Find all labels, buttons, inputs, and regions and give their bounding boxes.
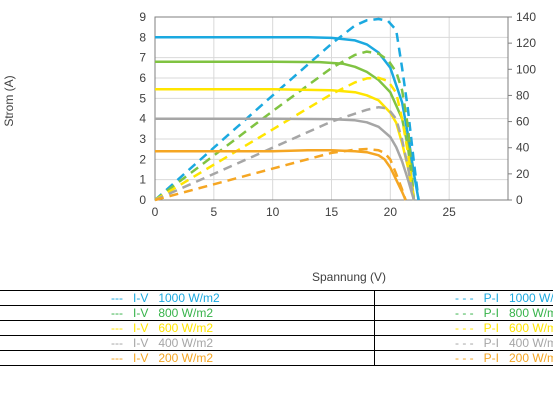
legend-row: --- I-V 800 W/m2 - - - P-I 800 W/m2 — [0, 306, 553, 321]
series-i-v-600 — [155, 87, 416, 201]
legend-entry-iv: --- I-V 800 W/m2 — [111, 306, 214, 320]
series-layer — [154, 17, 420, 202]
y2-tick-label-5: 100 — [516, 62, 536, 76]
series-i-v-800 — [155, 60, 416, 201]
x-tick-labels: 0 5 10 15 20 25 — [152, 205, 457, 219]
y2-tick-label-7: 140 — [516, 10, 536, 24]
y-tick-label-6: 6 — [139, 71, 146, 85]
legend-entry-iv: --- I-V 400 W/m2 — [111, 336, 214, 350]
legend-row: --- I-V 1000 W/m2 - - - P-I 1000 W/m2 — [0, 291, 553, 306]
legend-entry-iv: --- I-V 600 W/m2 — [111, 321, 214, 335]
x-tick-label-2: 10 — [266, 205, 280, 219]
y-axis-title: Strom (A) — [2, 75, 16, 126]
y-tick-label-8: 8 — [139, 30, 146, 44]
legend-entry-pi: - - - P-I 1000 W/m2 — [455, 291, 553, 305]
legend-row-border-2 — [0, 320, 553, 321]
x-tick-label-5: 25 — [442, 205, 456, 219]
x-tick-label-1: 5 — [210, 205, 217, 219]
series-i-v-200 — [155, 148, 407, 201]
y2-tick-label-6: 120 — [516, 36, 536, 50]
legend-row-border-3 — [0, 335, 553, 336]
legend-entry-pi: - - - P-I 400 W/m2 — [455, 336, 553, 350]
legend-row-border-1 — [0, 305, 553, 306]
y2-tick-label-2: 40 — [516, 141, 530, 155]
y2-tick-label-3: 60 — [516, 115, 530, 129]
y-tick-label-9: 9 — [139, 10, 146, 24]
legend-entry-pi: - - - P-I 800 W/m2 — [455, 306, 553, 320]
y-tick-label-4: 4 — [139, 112, 146, 126]
series-p-i-400 — [154, 105, 416, 202]
series-i-v-400 — [155, 117, 416, 201]
legend-table: --- I-V 1000 W/m2- - - P-I 1000 W/m2--- … — [0, 290, 553, 400]
legend-row: --- I-V 600 W/m2 - - - P-I 600 W/m2 — [0, 321, 553, 336]
y-tick-label-5: 5 — [139, 91, 146, 105]
y-tick-label-3: 3 — [139, 132, 146, 146]
y-tick-label-7: 7 — [139, 51, 146, 65]
y-tick-label-1: 1 — [139, 173, 146, 187]
x-tick-label-3: 15 — [325, 205, 339, 219]
y-tick-labels: 0 1 2 3 4 5 6 7 8 9 — [139, 10, 146, 207]
legend-row-border-5 — [0, 365, 553, 366]
legend-row: --- I-V 200 W/m2 - - - P-I 200 W/m2 — [0, 351, 553, 366]
y2-tick-label-0: 0 — [516, 193, 523, 207]
legend-entry-pi: - - - P-I 200 W/m2 — [455, 351, 553, 365]
x-tick-label-0: 0 — [152, 205, 159, 219]
y2-tick-labels: 0 20 40 60 80 100 120 140 — [508, 10, 536, 207]
y-tick-label-2: 2 — [139, 152, 146, 166]
iv-pv-chart: 0 5 10 15 20 25 0 1 2 3 4 5 6 7 8 9 0 20 40 60 80 100 120 140… — [2, 10, 536, 284]
grid-lines — [154, 16, 509, 201]
y2-tick-label-4: 80 — [516, 88, 530, 102]
legend-entry-pi: - - - P-I 600 W/m2 — [455, 321, 553, 335]
series-p-i-600 — [154, 76, 416, 202]
legend-row: --- I-V 400 W/m2 - - - P-I 400 W/m2 — [0, 336, 553, 351]
x-tick-label-4: 20 — [384, 205, 398, 219]
y2-tick-label-1: 20 — [516, 167, 530, 181]
series-p-i-1000 — [154, 17, 420, 201]
x-axis-title: Spannung (V) — [312, 270, 386, 284]
legend-entry-iv: --- I-V 200 W/m2 — [111, 351, 214, 365]
plot-area-border — [154, 16, 509, 201]
legend-column-divider — [374, 290, 375, 365]
legend-entry-iv: --- I-V 1000 W/m2 — [111, 291, 220, 305]
legend-row-border-0 — [0, 290, 553, 291]
y-tick-label-0: 0 — [139, 193, 146, 207]
series-p-i-200 — [154, 147, 407, 202]
legend-row-border-4 — [0, 350, 553, 351]
